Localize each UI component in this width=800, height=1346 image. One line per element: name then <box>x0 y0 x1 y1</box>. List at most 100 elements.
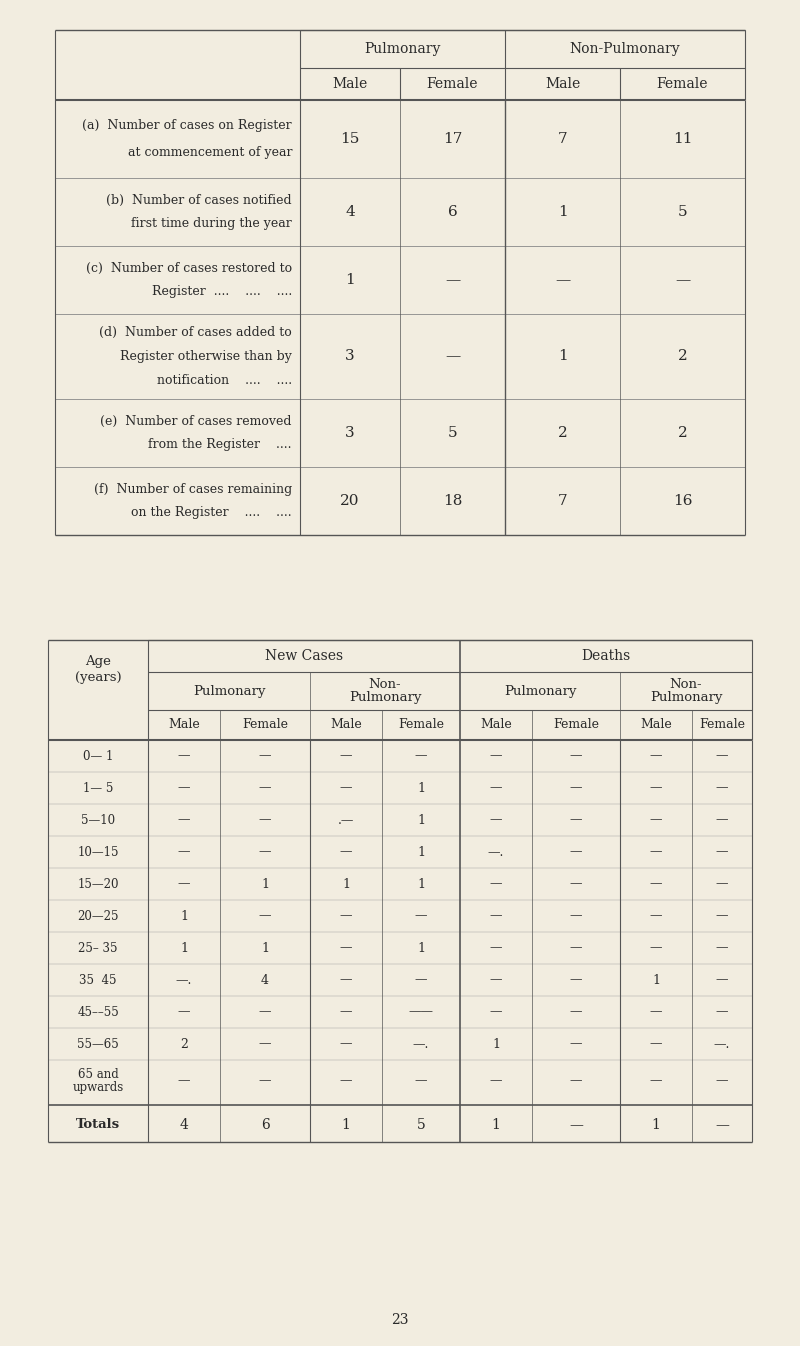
Text: (c)  Number of cases restored to: (c) Number of cases restored to <box>86 262 292 275</box>
Text: —: — <box>650 878 662 891</box>
Text: 1: 1 <box>417 941 425 954</box>
Text: 4: 4 <box>179 1119 189 1132</box>
Text: —: — <box>340 910 352 922</box>
Text: (a)  Number of cases on Register: (a) Number of cases on Register <box>82 120 292 132</box>
Text: 20—25: 20—25 <box>78 910 118 922</box>
Text: —: — <box>414 750 427 762</box>
Text: 1— 5: 1— 5 <box>83 782 113 794</box>
Text: —: — <box>258 1074 271 1088</box>
Text: —: — <box>716 941 728 954</box>
Text: Male: Male <box>332 77 368 92</box>
Text: —: — <box>570 941 582 954</box>
Text: 1: 1 <box>417 845 425 859</box>
Text: 3: 3 <box>345 350 355 363</box>
Text: —: — <box>650 910 662 922</box>
Text: —: — <box>490 813 502 826</box>
Text: —: — <box>445 350 460 363</box>
Text: 10—15: 10—15 <box>78 845 118 859</box>
Text: notification    ....    ....: notification .... .... <box>133 374 292 386</box>
Text: Pulmonary: Pulmonary <box>193 685 266 697</box>
Text: Male: Male <box>640 719 672 731</box>
Text: —: — <box>570 813 582 826</box>
Text: 35  45: 35 45 <box>79 973 117 987</box>
Text: (d)  Number of cases added to: (d) Number of cases added to <box>99 326 292 339</box>
Text: 15—20: 15—20 <box>78 878 118 891</box>
Text: —: — <box>340 1074 352 1088</box>
Text: —: — <box>716 910 728 922</box>
Text: —: — <box>340 973 352 987</box>
Text: —: — <box>178 1074 190 1088</box>
Text: (years): (years) <box>74 670 122 684</box>
Text: —: — <box>258 782 271 794</box>
Text: —: — <box>716 782 728 794</box>
Text: —.: —. <box>176 973 192 987</box>
Text: —: — <box>570 878 582 891</box>
Text: —: — <box>490 910 502 922</box>
Text: Pulmonary: Pulmonary <box>364 42 441 57</box>
Text: 65 and: 65 and <box>78 1069 118 1081</box>
Text: Age: Age <box>85 656 111 669</box>
Text: (f)  Number of cases remaining: (f) Number of cases remaining <box>94 483 292 495</box>
Text: Register otherwise than by: Register otherwise than by <box>96 350 292 363</box>
Text: —: — <box>178 845 190 859</box>
Text: Male: Male <box>330 719 362 731</box>
Text: —: — <box>490 941 502 954</box>
Text: 1: 1 <box>651 1119 661 1132</box>
Text: —: — <box>178 1005 190 1019</box>
Text: —: — <box>716 1074 728 1088</box>
Text: —: — <box>340 1038 352 1050</box>
Text: —: — <box>178 782 190 794</box>
Text: Female: Female <box>426 77 478 92</box>
Text: —: — <box>340 1005 352 1019</box>
Text: 6: 6 <box>261 1119 270 1132</box>
Text: —: — <box>258 1005 271 1019</box>
Text: 1: 1 <box>180 941 188 954</box>
Text: Non-Pulmonary: Non-Pulmonary <box>570 42 680 57</box>
Text: 15: 15 <box>340 132 360 145</box>
Text: 4: 4 <box>261 973 269 987</box>
Text: Female: Female <box>657 77 708 92</box>
Text: first time during the year: first time during the year <box>107 217 292 230</box>
Text: 3: 3 <box>345 425 355 440</box>
Text: —.: —. <box>714 1038 730 1050</box>
Text: Totals: Totals <box>76 1119 120 1132</box>
Text: 11: 11 <box>673 132 692 145</box>
Text: 1: 1 <box>342 1119 350 1132</box>
Text: —: — <box>716 973 728 987</box>
Text: —: — <box>650 941 662 954</box>
Text: —: — <box>570 910 582 922</box>
Text: —: — <box>650 1005 662 1019</box>
Text: —: — <box>569 1119 583 1132</box>
Text: Non-: Non- <box>670 677 702 690</box>
Text: Male: Male <box>480 719 512 731</box>
Text: (e)  Number of cases removed: (e) Number of cases removed <box>101 415 292 428</box>
Text: —: — <box>178 878 190 891</box>
Text: 16: 16 <box>673 494 692 507</box>
Text: —: — <box>716 750 728 762</box>
Text: 2: 2 <box>180 1038 188 1050</box>
Text: —: — <box>258 910 271 922</box>
Text: —: — <box>715 1119 729 1132</box>
Text: 2: 2 <box>678 425 687 440</box>
Text: —: — <box>340 750 352 762</box>
Text: —: — <box>650 813 662 826</box>
Text: —: — <box>570 845 582 859</box>
Text: 17: 17 <box>443 132 462 145</box>
Text: 18: 18 <box>443 494 462 507</box>
Text: —: — <box>490 878 502 891</box>
Text: —.: —. <box>413 1038 429 1050</box>
Text: Pulmonary: Pulmonary <box>349 692 422 704</box>
Text: 1: 1 <box>180 910 188 922</box>
Text: .—: .— <box>338 813 354 826</box>
Text: ——: —— <box>409 1005 434 1019</box>
Text: New Cases: New Cases <box>265 649 343 664</box>
Text: —: — <box>716 878 728 891</box>
Text: —: — <box>675 273 690 287</box>
Text: Deaths: Deaths <box>582 649 630 664</box>
Text: —: — <box>178 813 190 826</box>
Text: Female: Female <box>553 719 599 731</box>
Text: 5—10: 5—10 <box>81 813 115 826</box>
Text: 1: 1 <box>261 941 269 954</box>
Text: 25– 35: 25– 35 <box>78 941 118 954</box>
Text: 1: 1 <box>261 878 269 891</box>
